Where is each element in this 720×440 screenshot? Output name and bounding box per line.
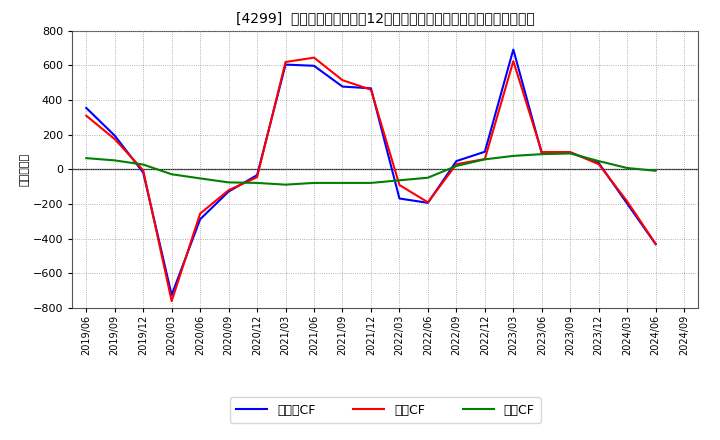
投賃CF bbox=[139, 162, 148, 167]
投賃CF bbox=[423, 175, 432, 180]
営業CF bbox=[167, 298, 176, 304]
営業CF bbox=[82, 113, 91, 118]
Line: 投賃CF: 投賃CF bbox=[86, 154, 656, 185]
フリーCF bbox=[595, 160, 603, 165]
営業CF bbox=[595, 161, 603, 167]
フリーCF bbox=[652, 242, 660, 247]
投賃CF bbox=[253, 180, 261, 186]
投賃CF bbox=[338, 180, 347, 186]
フリーCF bbox=[623, 201, 631, 206]
フリーCF bbox=[366, 86, 375, 91]
投賃CF bbox=[595, 158, 603, 164]
営業CF bbox=[395, 182, 404, 187]
営業CF bbox=[509, 59, 518, 64]
営業CF bbox=[480, 156, 489, 161]
営業CF bbox=[338, 77, 347, 83]
投賃CF bbox=[282, 182, 290, 187]
投賃CF bbox=[652, 168, 660, 173]
営業CF bbox=[139, 168, 148, 173]
フリーCF bbox=[452, 158, 461, 164]
投賃CF bbox=[366, 180, 375, 186]
営業CF bbox=[537, 150, 546, 155]
投賃CF bbox=[537, 151, 546, 157]
フリーCF bbox=[537, 151, 546, 156]
営業CF bbox=[282, 59, 290, 65]
フリーCF bbox=[423, 200, 432, 205]
投賃CF bbox=[110, 158, 119, 163]
フリーCF bbox=[395, 196, 404, 201]
フリーCF bbox=[139, 170, 148, 175]
フリーCF bbox=[282, 62, 290, 67]
営業CF bbox=[310, 55, 318, 60]
フリーCF bbox=[167, 292, 176, 297]
投賃CF bbox=[452, 163, 461, 169]
Y-axis label: （百万円）: （百万円） bbox=[19, 153, 30, 186]
フリーCF bbox=[225, 189, 233, 194]
投賃CF bbox=[480, 157, 489, 162]
営業CF bbox=[225, 187, 233, 193]
フリーCF bbox=[509, 47, 518, 52]
投賃CF bbox=[395, 178, 404, 183]
フリーCF bbox=[110, 133, 119, 138]
営業CF bbox=[623, 199, 631, 204]
営業CF bbox=[423, 200, 432, 205]
フリーCF bbox=[338, 84, 347, 89]
営業CF bbox=[566, 150, 575, 155]
投賃CF bbox=[566, 151, 575, 156]
投賃CF bbox=[310, 180, 318, 186]
Line: 営業CF: 営業CF bbox=[86, 58, 656, 301]
営業CF bbox=[110, 136, 119, 142]
フリーCF bbox=[566, 150, 575, 155]
営業CF bbox=[452, 161, 461, 167]
投賃CF bbox=[623, 165, 631, 171]
フリーCF bbox=[480, 149, 489, 154]
Title: [4299]  キャッシュフローの12か月移動合計の対前年同期増減額の推移: [4299] キャッシュフローの12か月移動合計の対前年同期増減額の推移 bbox=[236, 11, 534, 26]
投賃CF bbox=[167, 172, 176, 177]
Line: フリーCF: フリーCF bbox=[86, 50, 656, 295]
投賃CF bbox=[509, 153, 518, 158]
営業CF bbox=[366, 87, 375, 92]
フリーCF bbox=[82, 105, 91, 110]
投賃CF bbox=[225, 180, 233, 185]
Legend: フリーCF, 営業CF, 投賃CF: フリーCF, 営業CF, 投賃CF bbox=[230, 397, 541, 423]
フリーCF bbox=[196, 216, 204, 222]
営業CF bbox=[196, 211, 204, 216]
投賃CF bbox=[196, 176, 204, 181]
営業CF bbox=[253, 175, 261, 180]
営業CF bbox=[652, 241, 660, 246]
フリーCF bbox=[310, 63, 318, 69]
投賃CF bbox=[82, 155, 91, 161]
フリーCF bbox=[253, 172, 261, 178]
